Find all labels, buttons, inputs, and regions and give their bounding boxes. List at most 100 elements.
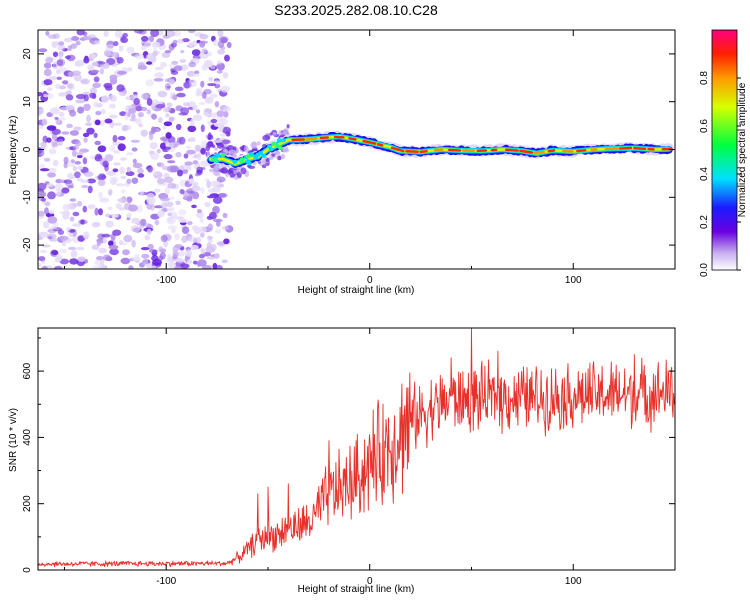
noise-blob [222, 212, 228, 219]
noise-blob [200, 147, 206, 155]
noise-blob [178, 218, 188, 223]
transition-blob [214, 147, 218, 151]
noise-blob [106, 58, 116, 65]
transition-blob [256, 141, 261, 146]
noise-blob [53, 265, 63, 269]
noise-blob [188, 137, 196, 142]
noise-blob [47, 236, 53, 240]
noise-blob [195, 236, 202, 244]
noise-blob [72, 165, 77, 172]
spectrogram-ytick-label: -20 [22, 237, 33, 252]
colorbar-tick-label: 0.2 [699, 215, 710, 229]
ridge-peak [433, 148, 444, 152]
noise-blob [48, 167, 57, 173]
noise-blob [153, 78, 164, 82]
noise-blob [82, 31, 88, 37]
noise-blob [135, 118, 142, 125]
noise-blob [197, 259, 207, 267]
noise-blob [146, 61, 153, 65]
noise-blob [164, 50, 172, 54]
noise-blob [40, 141, 47, 149]
noise-blob [94, 140, 101, 146]
noise-blob [176, 123, 182, 131]
ridge-blob [215, 153, 221, 158]
noise-blob [55, 254, 63, 262]
noise-blob [157, 162, 165, 168]
noise-blob [113, 150, 120, 154]
noise-blob [75, 93, 86, 100]
noise-blob [188, 42, 194, 47]
noise-blob [47, 216, 58, 224]
transition-blob [213, 170, 220, 177]
transition-blob [220, 167, 229, 174]
noise-blob [219, 118, 228, 125]
noise-blob [188, 178, 193, 185]
noise-blob [113, 41, 119, 47]
ridge-blob [246, 161, 252, 166]
noise-blob [99, 68, 104, 75]
noise-blob [154, 72, 164, 78]
noise-blob [137, 65, 148, 70]
noise-blob [199, 217, 204, 224]
noise-blob [101, 95, 109, 103]
noise-blob [75, 247, 85, 251]
noise-blob [46, 125, 57, 131]
noise-blob [111, 213, 119, 218]
noise-blob [187, 125, 197, 133]
transition-blob [277, 155, 282, 161]
noise-blob [183, 81, 192, 89]
noise-blob [150, 30, 159, 37]
noise-blob [55, 83, 61, 90]
noise-blob [73, 73, 82, 82]
noise-blob [221, 37, 228, 44]
noise-blob [206, 180, 211, 189]
noise-blob [163, 121, 173, 127]
noise-blob [145, 79, 154, 87]
noise-blob [38, 91, 43, 97]
noise-blob [133, 98, 140, 105]
noise-blob [48, 76, 58, 81]
noise-blob [92, 82, 101, 89]
noise-blob [83, 57, 90, 64]
noise-blob [45, 31, 50, 36]
noise-blob [154, 219, 160, 226]
noise-blob [160, 62, 167, 68]
noise-blob [38, 48, 48, 53]
noise-blob [54, 183, 63, 192]
noise-blob [186, 79, 195, 83]
transition-blob [286, 124, 290, 129]
transition-blob [227, 168, 234, 176]
noise-blob [204, 96, 214, 104]
noise-blob [136, 204, 143, 213]
noise-blob [128, 204, 138, 212]
ridge-blob [220, 152, 226, 157]
spectrogram-xtick-label: -100 [156, 275, 176, 286]
noise-blob [174, 265, 183, 269]
noise-blob [189, 118, 195, 127]
noise-blob [204, 202, 211, 207]
snr-ytick-label: 400 [22, 429, 33, 446]
noise-blob [76, 154, 83, 159]
noise-blob [125, 96, 131, 101]
colorbar-gradient [711, 29, 738, 271]
noise-blob [105, 220, 114, 228]
noise-blob [190, 73, 200, 77]
noise-blob [52, 51, 59, 58]
noise-blob [102, 160, 109, 168]
spectrogram-ytick-label: 20 [22, 48, 33, 60]
noise-blob [43, 68, 52, 77]
ridge-blob [261, 153, 267, 158]
snr-ytick-label: 200 [22, 495, 33, 512]
noise-blob [120, 189, 126, 194]
noise-blob [126, 196, 133, 203]
noise-blob [140, 92, 149, 100]
noise-blob [213, 218, 223, 223]
noise-blob [191, 49, 201, 56]
noise-blob [167, 225, 178, 230]
noise-blob [192, 114, 203, 122]
noise-blob [169, 142, 175, 148]
noise-blob [208, 211, 217, 220]
noise-blob [41, 244, 51, 248]
ridge-peak [547, 149, 556, 153]
